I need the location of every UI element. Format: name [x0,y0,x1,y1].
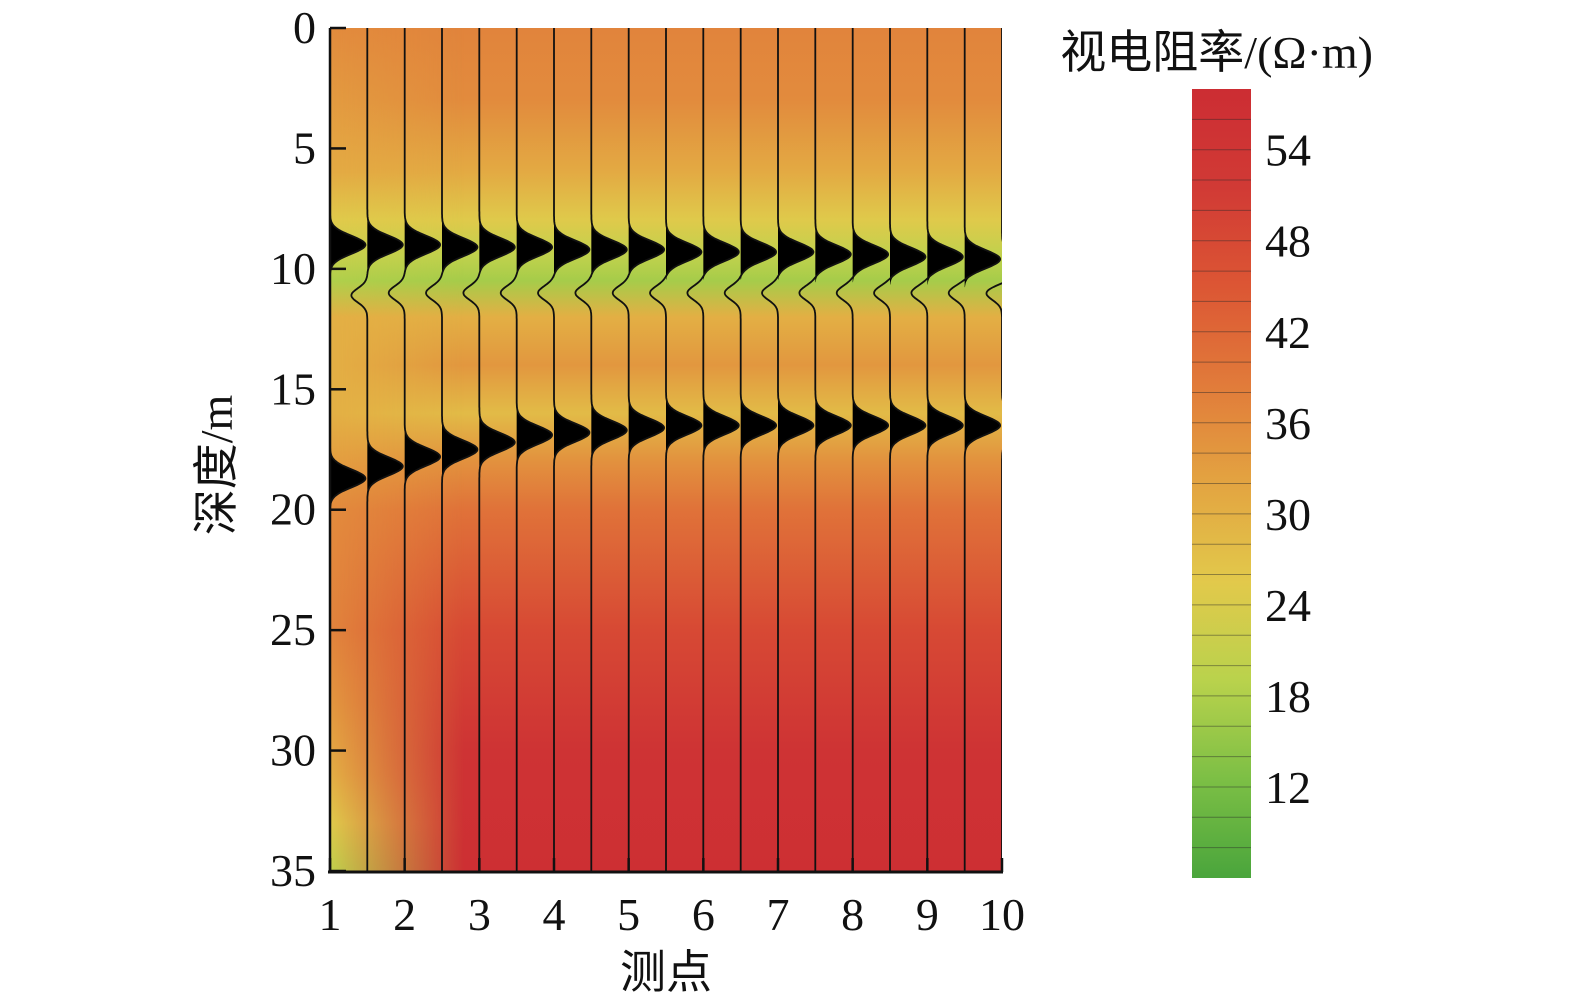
x-tick-label: 8 [841,889,864,940]
colorbar-tick-label: 12 [1265,762,1311,813]
trace-line [947,28,1002,871]
colorbar-tick-label: 24 [1265,580,1311,631]
x-tick-label: 3 [468,889,491,940]
colorbar: 视电阻率/(Ω·m) 12 18 24 30 36 42 48 54 [1060,27,1373,878]
x-ticks: 1 2 3 4 5 6 7 8 9 10 [319,858,1025,940]
trace-line [537,28,591,871]
colorbar-ticks: 12 18 24 30 36 42 48 54 [1265,125,1311,813]
trace-lower-peak [1002,397,1037,453]
x-tick-label: 5 [617,889,640,940]
y-axis-label: 深度/m [191,395,242,536]
trace-line [910,28,964,871]
x-tick-label: 10 [979,889,1025,940]
colorbar-tick-label: 36 [1265,398,1311,449]
trace-line [611,28,666,871]
x-tick-label: 2 [393,889,416,940]
trace-line [574,28,628,871]
colorbar-tick-label: 30 [1265,489,1311,540]
trace-line [686,28,740,871]
trace-line [387,28,442,871]
trace-line [462,28,516,871]
trace-line [425,28,479,871]
y-tick-label: 30 [270,725,316,776]
y-tick-label: 20 [270,484,316,535]
colorbar-tick-label: 18 [1265,671,1311,722]
x-tick-label: 7 [767,889,790,940]
trace-line [835,28,889,871]
y-tick-label: 10 [270,243,316,294]
colorbar-tick-label: 42 [1265,307,1311,358]
colorbar-title: 视电阻率/(Ω·m) [1060,27,1373,78]
y-tick-label: 25 [270,604,316,655]
trace-line [798,28,852,871]
trace-line [649,28,703,871]
y-ticks: 0 5 10 15 20 25 30 35 [270,2,346,896]
plot-area [330,28,1037,871]
colorbar-tick-label: 54 [1265,125,1311,176]
trace-line [873,28,927,871]
x-tick-label: 1 [319,889,342,940]
trace-upper-peak [1002,238,1037,294]
y-tick-label: 35 [270,845,316,896]
trace-line [723,28,778,871]
y-tick-label: 0 [293,2,316,53]
y-tick-label: 15 [270,363,316,414]
x-axis-label: 测点 [620,947,712,998]
trace-line [350,28,404,871]
x-tick-label: 4 [543,889,566,940]
colorbar-tick-label: 48 [1265,216,1311,267]
wiggle-traces [330,28,1037,871]
colorbar-level-lines [1192,118,1251,849]
y-tick-label: 5 [293,122,316,173]
trace-line [499,28,554,871]
trace-line [761,28,815,871]
x-tick-label: 6 [692,889,715,940]
x-tick-label: 9 [916,889,939,940]
colorbar-bar [1192,89,1251,878]
